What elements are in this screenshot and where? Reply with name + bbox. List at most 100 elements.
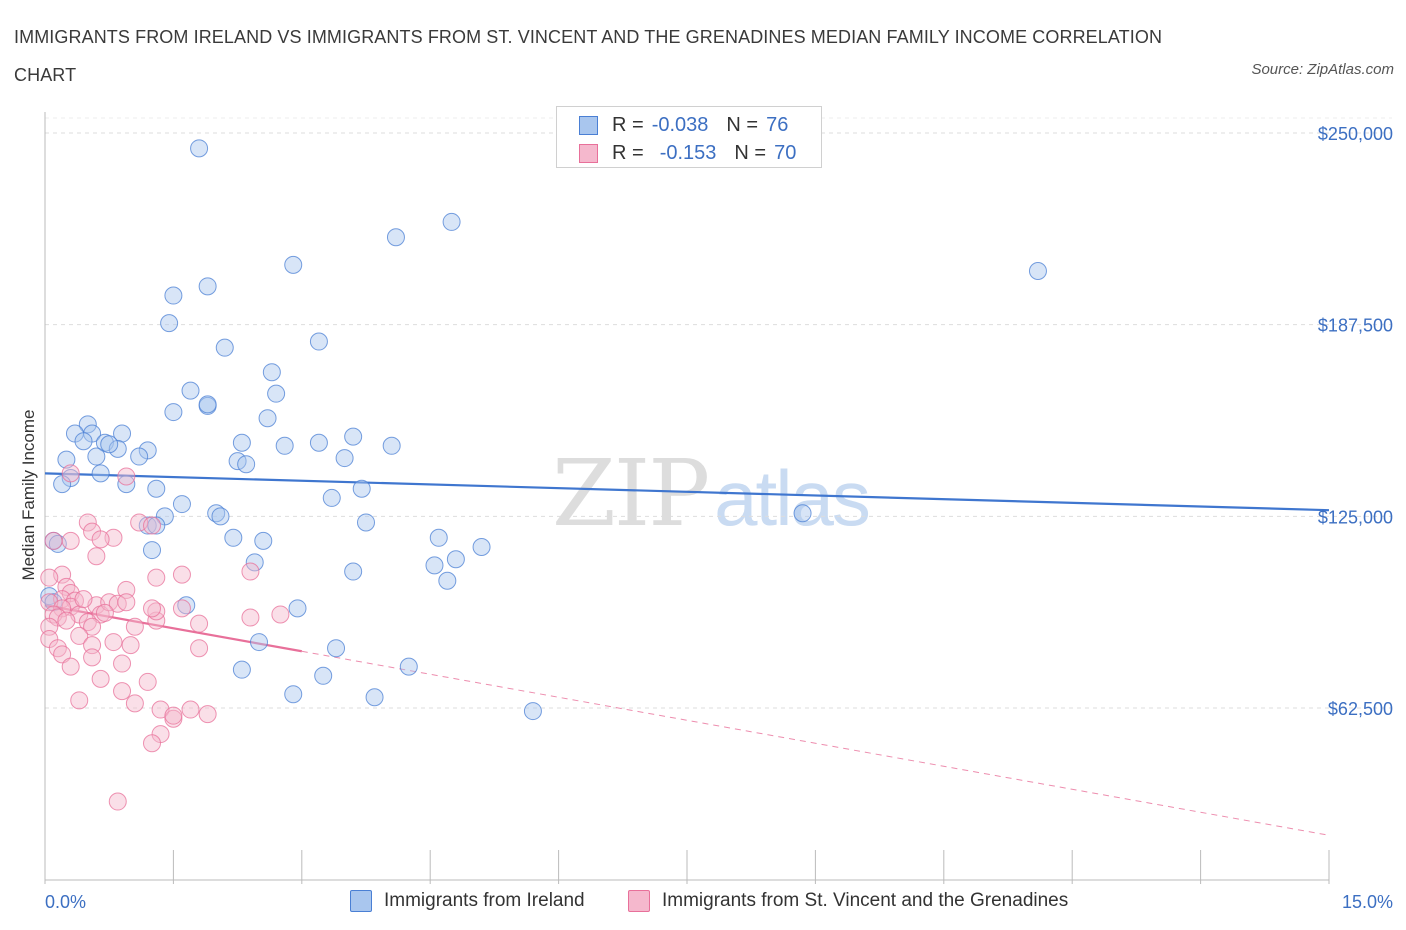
data-point [288, 599, 307, 618]
data-point [190, 614, 209, 633]
data-point [181, 700, 200, 719]
data-point [147, 516, 166, 535]
data-point [83, 617, 102, 636]
data-point [138, 672, 157, 691]
data-point [117, 467, 136, 486]
data-point [143, 599, 161, 618]
data-point [104, 633, 123, 652]
legend-r-value: -0.153 [659, 141, 717, 164]
data-point [172, 599, 191, 618]
bottom-legend-swatch-ireland [350, 890, 372, 912]
y-tick-label: $125,000 [1318, 507, 1393, 527]
data-point [70, 626, 89, 645]
y-tick-label: $187,500 [1318, 316, 1393, 336]
legend-n-value: 76 [766, 113, 789, 136]
data-points [40, 139, 1047, 811]
data-point [254, 531, 273, 550]
legend-row-stvincent: R = -0.153 N = 70 [579, 141, 796, 165]
data-point [130, 447, 149, 466]
data-point [198, 277, 217, 296]
data-point [198, 705, 217, 724]
bottom-legend-label-ireland: Immigrants from Ireland [384, 890, 585, 911]
data-point [95, 603, 114, 622]
x-tick-label: 15.0% [1342, 892, 1393, 912]
data-point [181, 381, 200, 400]
data-point [40, 617, 59, 636]
x-tick-label: 0.0% [45, 892, 86, 912]
data-point [57, 611, 76, 630]
data-point [87, 547, 106, 566]
source-credit: Source: ZipAtlas.com [1251, 61, 1394, 78]
data-point [83, 636, 102, 655]
legend-r-label: R = [612, 113, 644, 136]
data-point [143, 541, 161, 560]
data-point [386, 228, 405, 247]
y-tick-label: $250,000 [1318, 124, 1393, 144]
data-point [78, 513, 97, 532]
data-point [382, 436, 401, 455]
data-point [147, 568, 166, 587]
data-point [250, 633, 268, 652]
data-point [438, 571, 457, 590]
data-point [271, 605, 290, 624]
data-point [108, 439, 127, 458]
data-point [117, 580, 136, 599]
data-point [160, 314, 179, 333]
data-point [245, 553, 264, 572]
data-point [275, 436, 294, 455]
bottom-legend-swatch-stvincent [628, 890, 650, 912]
tick-labels: $62,500 $125,000 $187,500 $250,000 0.0% 15.0%… [19, 124, 1393, 912]
data-point [143, 516, 161, 535]
data-point [232, 660, 251, 679]
data-point [125, 694, 144, 713]
data-point [399, 657, 418, 676]
data-point [215, 338, 234, 357]
data-point [61, 531, 80, 550]
data-point [446, 550, 465, 569]
data-point [357, 513, 375, 532]
data-point [232, 433, 251, 452]
legend-n-label: N = [726, 113, 759, 136]
data-point [198, 395, 217, 414]
data-point [172, 495, 191, 514]
data-point [143, 734, 161, 753]
data-point [327, 639, 346, 658]
data-point [284, 255, 303, 274]
data-point [335, 449, 354, 468]
data-point [164, 706, 183, 725]
watermark-atlas: atlas [714, 454, 871, 542]
watermark: ZIPatlas [552, 440, 871, 547]
data-point [1028, 262, 1047, 280]
legend-swatch-ireland [579, 115, 598, 135]
data-point [241, 562, 260, 581]
data-point [425, 556, 444, 575]
data-point [314, 666, 333, 685]
data-point [344, 562, 363, 581]
y-tick-label: $62,500 [1328, 699, 1393, 719]
bottom-legend-ireland: Immigrants from Ireland [350, 888, 585, 914]
data-point [472, 538, 491, 556]
legend-r-label: R = [612, 141, 644, 164]
data-point [91, 669, 110, 688]
axes [44, 112, 1330, 884]
trend-line [44, 472, 1330, 512]
legend-n-label: N = [734, 141, 767, 164]
data-point [104, 528, 123, 547]
data-point [147, 479, 166, 498]
data-point [100, 435, 119, 454]
data-point [267, 384, 286, 403]
data-point [61, 657, 80, 676]
data-point [523, 702, 542, 721]
data-point [262, 363, 281, 382]
trend-lines [44, 472, 1330, 836]
data-point [44, 531, 63, 550]
legend-n-value: 70 [774, 141, 797, 164]
data-point [125, 617, 144, 636]
legend-r-value: -0.038 [651, 113, 709, 136]
data-point [74, 590, 93, 609]
stats-legend: R = -0.038 N = 76 R = -0.153 N = 70 [556, 106, 822, 168]
data-point [113, 654, 132, 673]
data-point [113, 682, 132, 701]
chart-title: IMMIGRANTS FROM IRELAND VS IMMIGRANTS FR… [14, 27, 1163, 85]
